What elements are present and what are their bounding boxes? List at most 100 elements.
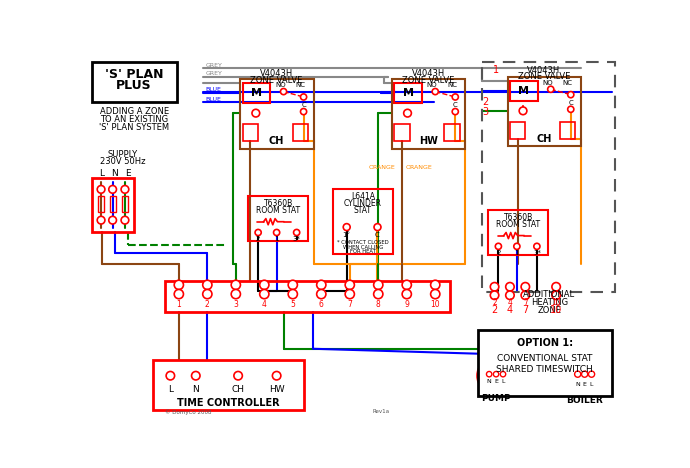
Text: BOILER: BOILER — [566, 396, 603, 405]
Text: 4: 4 — [507, 305, 513, 315]
Text: 5: 5 — [290, 300, 295, 309]
Circle shape — [231, 280, 240, 290]
Text: 'S' PLAN: 'S' PLAN — [105, 68, 164, 81]
Circle shape — [345, 280, 355, 290]
Text: NC: NC — [562, 80, 573, 86]
Text: L: L — [99, 168, 104, 178]
Text: 230V 50Hz: 230V 50Hz — [100, 157, 146, 166]
Text: 1: 1 — [515, 249, 519, 256]
Circle shape — [589, 371, 595, 377]
Bar — [560, 122, 575, 139]
Text: NO: NO — [427, 82, 437, 88]
Text: 1: 1 — [177, 300, 181, 309]
Circle shape — [506, 291, 514, 300]
Text: 10: 10 — [431, 300, 440, 309]
Circle shape — [506, 283, 514, 291]
Text: NC: NC — [447, 82, 457, 88]
Text: NO: NO — [542, 80, 553, 86]
Text: ORANGE: ORANGE — [368, 165, 395, 170]
Text: M: M — [518, 86, 529, 96]
Text: T6360B: T6360B — [264, 199, 293, 209]
Circle shape — [404, 110, 411, 117]
Circle shape — [519, 107, 527, 115]
Text: 7: 7 — [523, 298, 528, 307]
Circle shape — [273, 229, 279, 235]
Circle shape — [203, 280, 212, 290]
Circle shape — [374, 290, 383, 299]
Circle shape — [317, 290, 326, 299]
Text: HW: HW — [419, 136, 437, 146]
Circle shape — [432, 88, 438, 95]
Circle shape — [174, 280, 184, 290]
Text: 8: 8 — [376, 300, 381, 309]
Text: 2: 2 — [205, 300, 210, 309]
Text: BLUE: BLUE — [206, 87, 221, 92]
Text: V4043H: V4043H — [260, 69, 293, 78]
Text: NC: NC — [295, 82, 306, 88]
Text: Rev1a: Rev1a — [372, 410, 389, 414]
Text: 'S' PLAN SYSTEM: 'S' PLAN SYSTEM — [99, 123, 169, 132]
Text: L: L — [501, 380, 505, 384]
Text: ZONE VALVE: ZONE VALVE — [518, 73, 570, 81]
Circle shape — [109, 185, 117, 193]
Circle shape — [280, 88, 286, 95]
Text: N: N — [575, 382, 580, 388]
Text: N: N — [193, 385, 199, 394]
Text: 4: 4 — [508, 298, 513, 307]
Text: L: L — [590, 382, 593, 388]
Circle shape — [293, 229, 299, 235]
Text: 4: 4 — [262, 300, 267, 309]
Text: C: C — [569, 100, 573, 106]
Circle shape — [174, 290, 184, 299]
Circle shape — [231, 290, 240, 299]
Text: PUMP: PUMP — [481, 395, 511, 403]
Circle shape — [495, 243, 502, 249]
Text: PLUS: PLUS — [117, 79, 152, 92]
Bar — [444, 124, 460, 141]
Text: 3: 3 — [482, 107, 489, 117]
Circle shape — [582, 371, 588, 377]
Circle shape — [301, 94, 306, 100]
Text: 9: 9 — [404, 300, 409, 309]
Bar — [482, 62, 615, 292]
Circle shape — [345, 290, 355, 299]
Text: CH: CH — [232, 385, 245, 394]
Bar — [333, 189, 393, 254]
Circle shape — [301, 109, 306, 115]
Circle shape — [252, 110, 259, 117]
Text: V4043H: V4043H — [527, 66, 560, 74]
Circle shape — [121, 216, 129, 224]
Circle shape — [431, 280, 440, 290]
Bar — [122, 196, 128, 212]
Bar — [243, 124, 258, 141]
Bar — [98, 196, 104, 212]
Circle shape — [234, 372, 242, 380]
Circle shape — [97, 216, 105, 224]
Text: 3*: 3* — [293, 236, 301, 241]
Text: E: E — [582, 382, 586, 388]
Circle shape — [575, 371, 581, 377]
Circle shape — [402, 280, 411, 290]
Circle shape — [288, 280, 297, 290]
Text: ADDITIONAL: ADDITIONAL — [523, 290, 575, 300]
Circle shape — [491, 283, 499, 291]
Circle shape — [374, 280, 383, 290]
Circle shape — [109, 216, 117, 224]
Bar — [248, 196, 308, 241]
Circle shape — [402, 290, 411, 299]
Text: E: E — [494, 380, 498, 384]
Text: ZONE VALVE: ZONE VALVE — [402, 75, 455, 85]
Circle shape — [121, 185, 129, 193]
Text: CYLINDER: CYLINDER — [344, 199, 382, 208]
Circle shape — [259, 290, 269, 299]
Text: L: L — [168, 385, 173, 394]
Bar — [92, 178, 134, 232]
Text: 2: 2 — [256, 236, 260, 241]
Text: 3*: 3* — [533, 249, 541, 256]
Text: T6360B: T6360B — [504, 213, 533, 222]
Bar — [240, 79, 313, 148]
Circle shape — [374, 224, 381, 231]
Text: GREY: GREY — [206, 63, 223, 68]
Circle shape — [521, 291, 529, 300]
Text: 6: 6 — [319, 300, 324, 309]
